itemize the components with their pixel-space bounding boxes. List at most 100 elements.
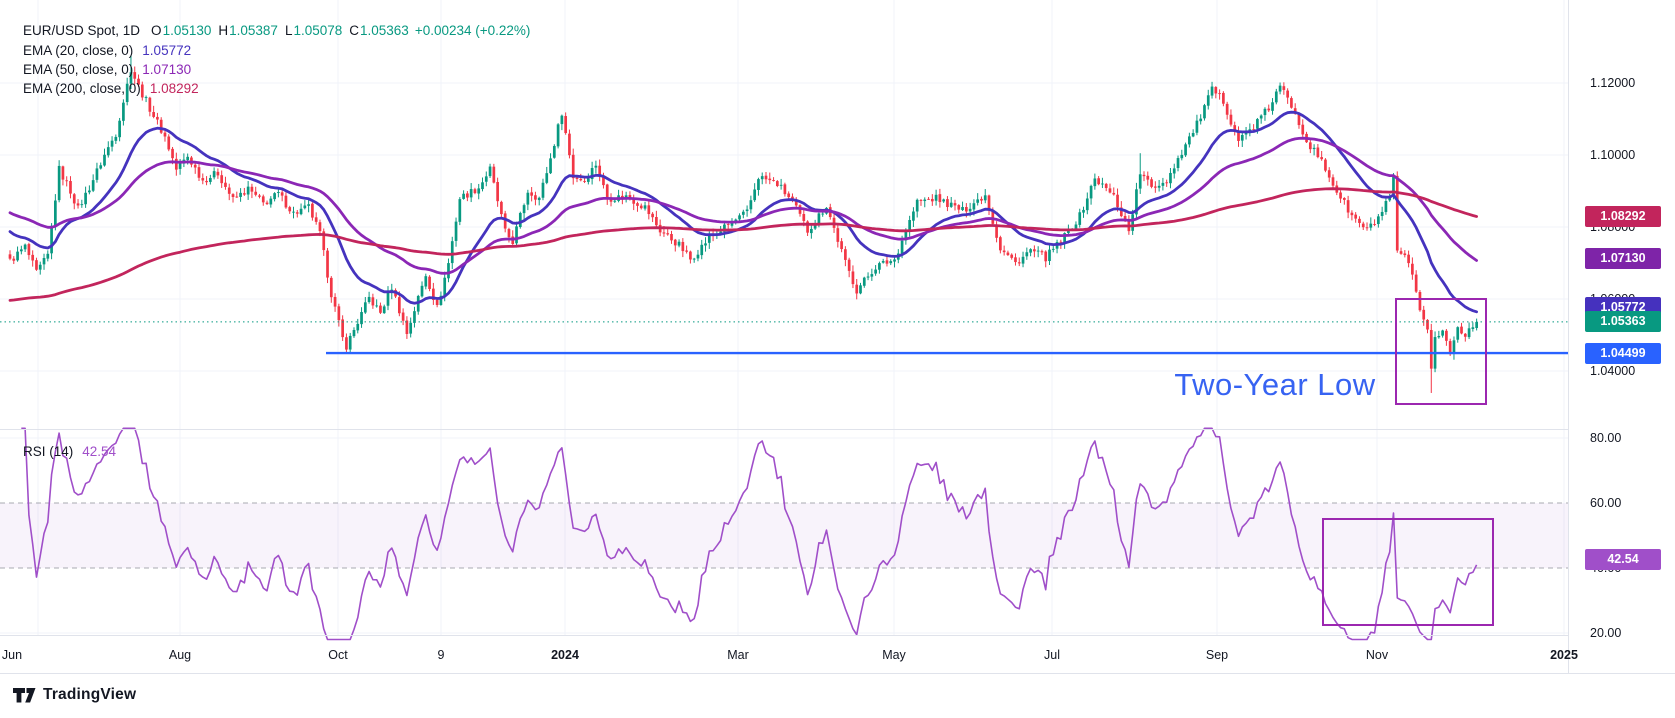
candle[interactable] xyxy=(409,317,413,338)
candle[interactable] xyxy=(1395,171,1399,253)
candle[interactable] xyxy=(1327,167,1331,183)
candle[interactable] xyxy=(1157,179,1161,192)
candle[interactable] xyxy=(1010,253,1014,260)
candle[interactable] xyxy=(205,176,208,186)
candle[interactable] xyxy=(1369,217,1373,231)
time-axis-label[interactable]: Aug xyxy=(168,648,192,662)
time-axis-label[interactable]: 2024 xyxy=(551,648,579,662)
candle[interactable] xyxy=(1002,245,1006,256)
candle[interactable] xyxy=(99,162,103,170)
candle[interactable] xyxy=(518,211,522,229)
candle[interactable] xyxy=(908,215,911,237)
candle[interactable] xyxy=(220,170,224,188)
candle[interactable] xyxy=(1399,247,1403,255)
candle[interactable] xyxy=(469,183,473,203)
candle[interactable] xyxy=(1467,322,1471,340)
candle[interactable] xyxy=(930,194,934,206)
candle[interactable] xyxy=(651,212,654,223)
candle[interactable] xyxy=(515,221,518,248)
candle[interactable] xyxy=(560,114,564,131)
candle[interactable] xyxy=(855,278,859,300)
candle[interactable] xyxy=(167,134,171,152)
candle[interactable] xyxy=(594,160,598,174)
candle[interactable] xyxy=(1308,140,1312,154)
candle[interactable] xyxy=(1324,158,1327,173)
candle[interactable] xyxy=(1229,109,1233,127)
candle[interactable] xyxy=(568,129,571,159)
candle[interactable] xyxy=(148,96,152,117)
candle[interactable] xyxy=(999,235,1002,254)
candle[interactable] xyxy=(125,77,129,106)
candle[interactable] xyxy=(590,161,594,185)
candle[interactable] xyxy=(137,74,140,87)
candle[interactable] xyxy=(1414,270,1418,294)
candle[interactable] xyxy=(54,194,57,231)
candle[interactable] xyxy=(976,193,980,206)
candle[interactable] xyxy=(224,176,227,190)
candle[interactable] xyxy=(1014,253,1017,266)
candle[interactable] xyxy=(371,293,375,309)
candle[interactable] xyxy=(379,302,382,315)
candle[interactable] xyxy=(946,196,949,212)
candle[interactable] xyxy=(1418,290,1422,312)
candle[interactable] xyxy=(1036,246,1040,258)
time-axis-label[interactable]: 9 xyxy=(437,648,445,662)
candle[interactable] xyxy=(1093,173,1097,190)
candle[interactable] xyxy=(953,199,957,211)
candle[interactable] xyxy=(1233,121,1237,136)
candle[interactable] xyxy=(798,204,802,217)
candle[interactable] xyxy=(859,282,862,295)
candle[interactable] xyxy=(1180,149,1184,161)
candle[interactable] xyxy=(299,203,303,216)
candle[interactable] xyxy=(432,282,435,305)
candle[interactable] xyxy=(42,253,46,270)
candle[interactable] xyxy=(980,196,983,205)
candle[interactable] xyxy=(307,198,310,213)
symbol-title[interactable]: EUR/USD Spot, 1D xyxy=(23,23,141,38)
candle[interactable] xyxy=(27,242,31,260)
candle[interactable] xyxy=(1342,197,1346,205)
candle[interactable] xyxy=(571,148,575,185)
candle[interactable] xyxy=(8,250,12,261)
candle[interactable] xyxy=(821,211,825,217)
candle[interactable] xyxy=(1006,250,1010,256)
candle[interactable] xyxy=(375,299,379,308)
candle[interactable] xyxy=(1354,212,1358,223)
candle[interactable] xyxy=(61,165,65,186)
candle[interactable] xyxy=(254,186,258,197)
candle[interactable] xyxy=(201,173,205,185)
candle[interactable] xyxy=(1210,81,1214,99)
candle[interactable] xyxy=(1346,195,1350,219)
candle[interactable] xyxy=(133,66,137,85)
candle[interactable] xyxy=(768,172,772,185)
candle[interactable] xyxy=(772,177,775,182)
candle[interactable] xyxy=(314,212,318,225)
candle[interactable] xyxy=(1271,98,1274,115)
candle[interactable] xyxy=(923,197,927,208)
candle[interactable] xyxy=(1195,114,1199,136)
candle[interactable] xyxy=(1411,257,1414,280)
candle[interactable] xyxy=(1361,221,1365,231)
candle[interactable] xyxy=(91,174,95,193)
candle[interactable] xyxy=(685,245,688,254)
candle[interactable] xyxy=(961,201,964,211)
candle[interactable] xyxy=(556,123,560,149)
rsi-legend-row[interactable]: RSI (14) 42.54 xyxy=(23,444,116,459)
candle[interactable] xyxy=(1248,123,1252,137)
candle[interactable] xyxy=(942,198,946,203)
candle[interactable] xyxy=(726,223,730,230)
candle[interactable] xyxy=(19,245,23,255)
candle[interactable] xyxy=(1017,257,1021,267)
time-axis-label[interactable]: May xyxy=(882,648,906,662)
candle[interactable] xyxy=(1278,82,1282,95)
candle[interactable] xyxy=(738,213,741,221)
candle[interactable] xyxy=(280,189,284,202)
candle[interactable] xyxy=(1460,322,1463,335)
candle[interactable] xyxy=(265,200,269,206)
candle[interactable] xyxy=(258,193,261,199)
candle[interactable] xyxy=(1142,171,1146,182)
candle[interactable] xyxy=(1259,114,1263,124)
candle[interactable] xyxy=(1429,323,1433,393)
candle[interactable] xyxy=(356,318,360,334)
